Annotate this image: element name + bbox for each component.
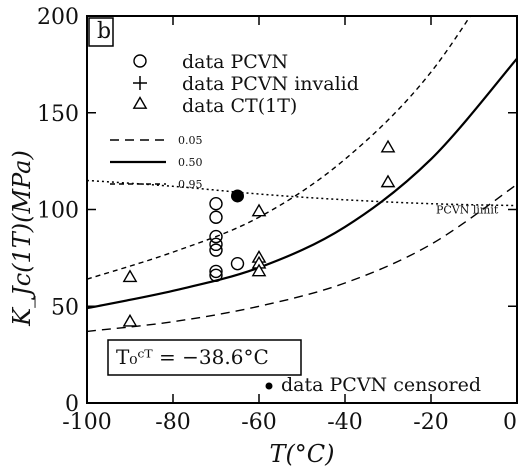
x-tick-label: -100 xyxy=(62,410,111,435)
legend-label-q05: 0.05 xyxy=(178,134,203,147)
pcvn-limit-label: PCVN limit xyxy=(436,204,499,217)
pcvn-point xyxy=(230,256,245,271)
pcvn-point xyxy=(209,264,223,279)
t0-box: T₀ᶜᵀ = −38.6°C xyxy=(107,339,302,376)
pcvn-point xyxy=(209,243,223,257)
curve-q05 xyxy=(87,183,517,333)
pcvn-point xyxy=(209,268,223,282)
legend-label-pcvn: data PCVN xyxy=(182,51,288,73)
y-axis-title: K_Jc(1T)(MPa) xyxy=(8,150,36,327)
censored-legend-label: data PCVN censored xyxy=(281,374,481,396)
legend-label-pcvn-invalid: data PCVN invalid xyxy=(182,73,359,95)
legend-label-q95: 0.95 xyxy=(178,178,203,191)
legend-marker-ct xyxy=(132,96,148,109)
t0-box-text: T₀ᶜᵀ = −38.6°C xyxy=(116,345,269,369)
ct-point xyxy=(122,269,138,283)
pcvn-point xyxy=(209,229,223,244)
ct-point xyxy=(380,139,396,153)
ct-point xyxy=(251,203,267,217)
marks-layer xyxy=(122,139,396,327)
y-tick-label: 100 xyxy=(37,199,79,224)
curve-q95 xyxy=(87,16,472,280)
curve-q50 xyxy=(87,57,517,310)
censored-point xyxy=(231,189,244,203)
legend-triangle-marker xyxy=(132,96,148,109)
x-tick-label: -20 xyxy=(413,410,448,435)
y-tick-label: 150 xyxy=(37,102,79,127)
legend-marker-pcvn-invalid xyxy=(133,76,147,90)
panel-label-box xyxy=(88,17,114,47)
legend-marker-pcvn xyxy=(133,54,147,68)
censored-legend-marker xyxy=(265,382,273,390)
legend-circle-marker xyxy=(133,54,147,68)
ticks-layer: -100 -80 -60 -40 -20 0 0 50 100 150 200 xyxy=(37,5,518,435)
curves-layer xyxy=(87,16,517,333)
ct-point xyxy=(380,174,396,188)
legend-plus-marker xyxy=(133,76,147,90)
x-tick-label: -40 xyxy=(327,410,362,435)
legend-label-q50: 0.50 xyxy=(178,156,203,169)
x-axis-title: T(°C) xyxy=(269,440,334,468)
pcvn-point xyxy=(209,237,223,252)
x-tick-label: -60 xyxy=(241,410,276,435)
pcvn-point xyxy=(209,210,223,224)
y-tick-label: 50 xyxy=(51,295,79,320)
x-tick-label: 0 xyxy=(503,410,517,435)
pcvn-point xyxy=(209,196,223,211)
y-tick-label: 200 xyxy=(37,5,79,30)
y-tick-label: 0 xyxy=(65,392,79,417)
legend-label-ct: data CT(1T) xyxy=(182,95,297,117)
ct-point xyxy=(251,263,267,277)
ct-point xyxy=(122,313,138,327)
legend: data PCVN data PCVN invalid data CT(1T) … xyxy=(110,51,359,191)
pcvn-limit-line xyxy=(87,179,517,207)
t0-box-frame xyxy=(107,339,302,376)
panel-label: b xyxy=(97,19,111,44)
x-tick-label: -80 xyxy=(155,410,190,435)
